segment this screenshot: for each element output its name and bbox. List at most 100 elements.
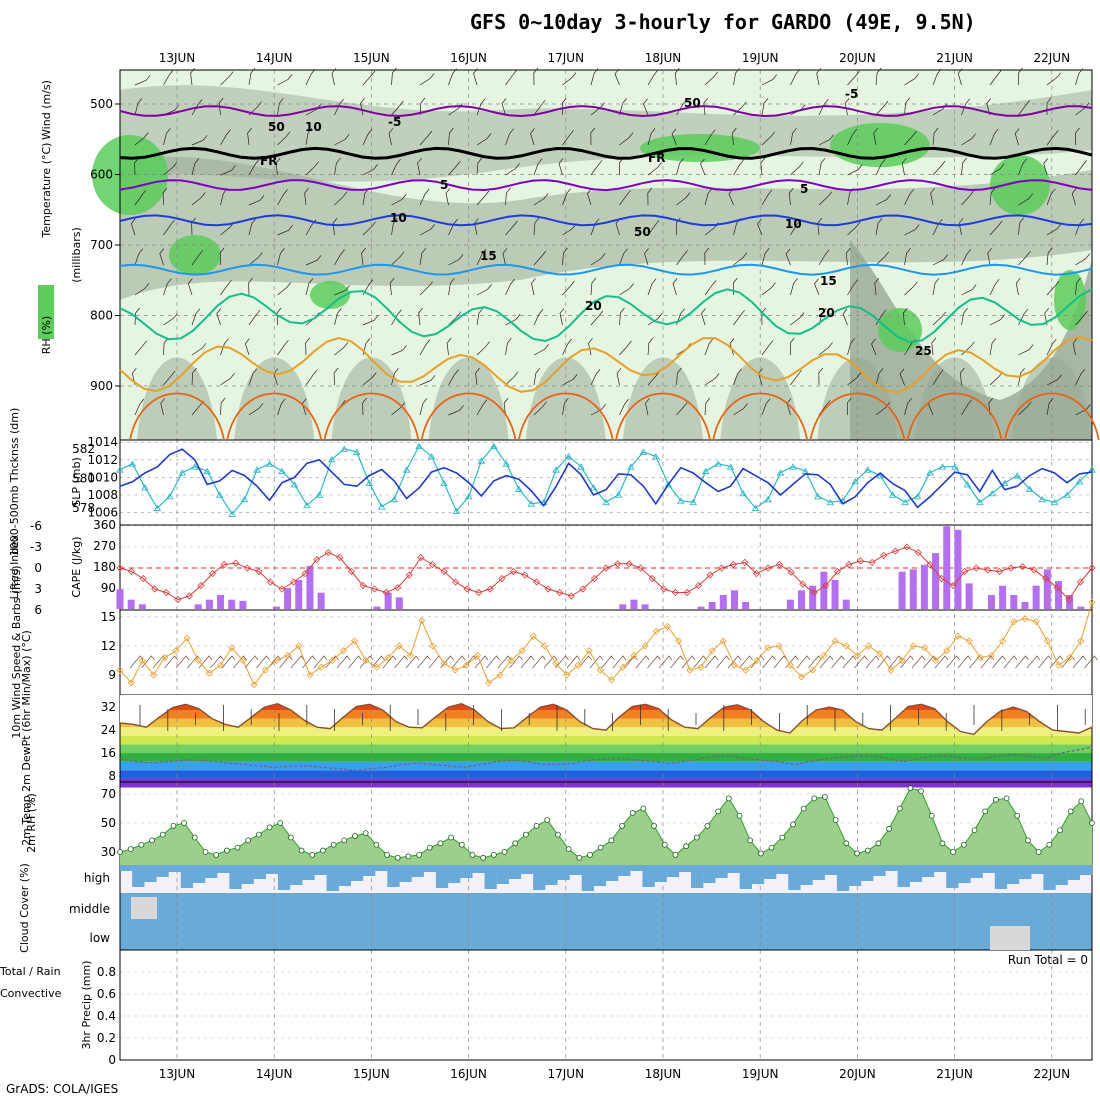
wind-barb-10m xyxy=(198,655,213,669)
wind-speed-point xyxy=(507,656,515,665)
wind-speed-point xyxy=(362,656,370,665)
thickness-point xyxy=(440,479,448,486)
rh-point xyxy=(725,795,732,802)
lifted-index-point xyxy=(880,551,888,559)
thickness-point xyxy=(714,460,722,467)
rh-point xyxy=(159,831,166,838)
y-tick-label: 15 xyxy=(101,610,116,624)
wind-speed-point xyxy=(194,656,202,665)
thickness-point xyxy=(1063,491,1071,498)
lifted-index-point xyxy=(533,578,541,586)
wind-speed-point xyxy=(697,663,705,671)
contour-label: -5 xyxy=(845,87,858,101)
wind-speed-point xyxy=(351,637,359,645)
wind-barb xyxy=(676,367,682,386)
wind-barb xyxy=(248,368,258,386)
wind-barb xyxy=(562,338,572,356)
wind-barb xyxy=(473,68,478,86)
thickness-point xyxy=(190,463,199,470)
thickness-point xyxy=(913,492,922,500)
isotherm xyxy=(119,146,1093,160)
wind-barb xyxy=(277,74,293,86)
lifted-index-point xyxy=(417,553,425,562)
wind-speed-point xyxy=(943,647,951,655)
wind-barb xyxy=(476,248,487,266)
cloud-high-bar xyxy=(751,865,765,884)
cape-bar xyxy=(987,595,995,609)
cloud-high-bar xyxy=(739,865,752,889)
cloud-high-bar xyxy=(241,865,254,884)
lifted-index-point xyxy=(857,557,865,565)
wind-barb-10m xyxy=(382,655,397,669)
wind-barb xyxy=(275,157,281,176)
lifted-index-point xyxy=(614,560,622,568)
cloud-high-bar xyxy=(557,865,570,880)
wind-barb-10m xyxy=(175,655,190,669)
rh-point xyxy=(907,785,914,792)
thickness-point xyxy=(676,497,685,504)
y-tick-label: 900 xyxy=(90,379,113,393)
temp-line xyxy=(119,702,1093,736)
wind-speed-point xyxy=(730,661,739,669)
cape-bar xyxy=(373,606,381,609)
wind-speed-point xyxy=(127,679,135,687)
wind-barb xyxy=(818,157,826,176)
wind-barb xyxy=(904,247,911,266)
rh-point xyxy=(971,827,978,834)
thickness-point xyxy=(627,463,635,470)
lifted-index-point xyxy=(787,568,795,576)
rh-point xyxy=(394,854,401,861)
y-tick-label: 50 xyxy=(101,816,116,830)
rh-point xyxy=(213,852,220,858)
wind-barb xyxy=(904,188,915,206)
y-tick-label-cape: 360 xyxy=(93,518,116,532)
wind-barb-10m xyxy=(532,655,546,669)
rh-point xyxy=(202,849,209,855)
lifted-index-point xyxy=(590,574,598,583)
wind-speed-point xyxy=(406,652,415,660)
rh-point xyxy=(512,840,519,847)
wind-speed-point xyxy=(473,652,482,660)
cloud-high-bar xyxy=(375,865,388,871)
wind-barb xyxy=(590,127,596,146)
wind-barb xyxy=(733,403,748,416)
thickness-point xyxy=(452,507,461,515)
thickness-point xyxy=(253,466,261,473)
lifted-index-point xyxy=(243,564,251,572)
cloud-high-bar xyxy=(921,865,935,877)
thickness-point xyxy=(128,460,137,467)
wind-barb xyxy=(1046,280,1060,296)
wind-barb-10m xyxy=(359,655,374,669)
wind-barb-10m xyxy=(325,655,339,669)
wind-speed-point xyxy=(742,666,750,674)
wind-barb xyxy=(932,277,940,296)
thickness-point xyxy=(303,501,311,509)
rh-point xyxy=(469,852,476,858)
wind-barb xyxy=(134,157,139,176)
wind-barb xyxy=(558,158,564,176)
wind-barb xyxy=(562,188,571,206)
wind-barb xyxy=(616,368,622,386)
y-tick-label: 24 xyxy=(101,723,116,737)
wind-barb xyxy=(619,132,634,146)
wind-barb-10m xyxy=(371,655,385,669)
wind-barb-10m xyxy=(129,655,144,669)
y-tick-label-slp: 1006 xyxy=(87,506,118,520)
wind-barb xyxy=(757,218,763,236)
cloud-high-bar xyxy=(666,865,680,877)
wind-barb xyxy=(761,340,774,356)
wind-barb xyxy=(733,252,748,266)
lifted-index-point xyxy=(428,560,436,569)
wind-barb xyxy=(619,398,629,416)
wind-barb-10m xyxy=(739,655,753,669)
rh-point xyxy=(597,844,604,851)
thickness-point xyxy=(976,498,984,506)
rh-point xyxy=(416,852,422,858)
lifted-index-point xyxy=(371,585,379,593)
cloud-high-bar xyxy=(545,865,558,885)
cape-bar xyxy=(719,595,727,609)
thickness-point xyxy=(352,448,361,455)
wind-speed-point xyxy=(239,656,247,665)
wind-barb xyxy=(961,190,974,206)
